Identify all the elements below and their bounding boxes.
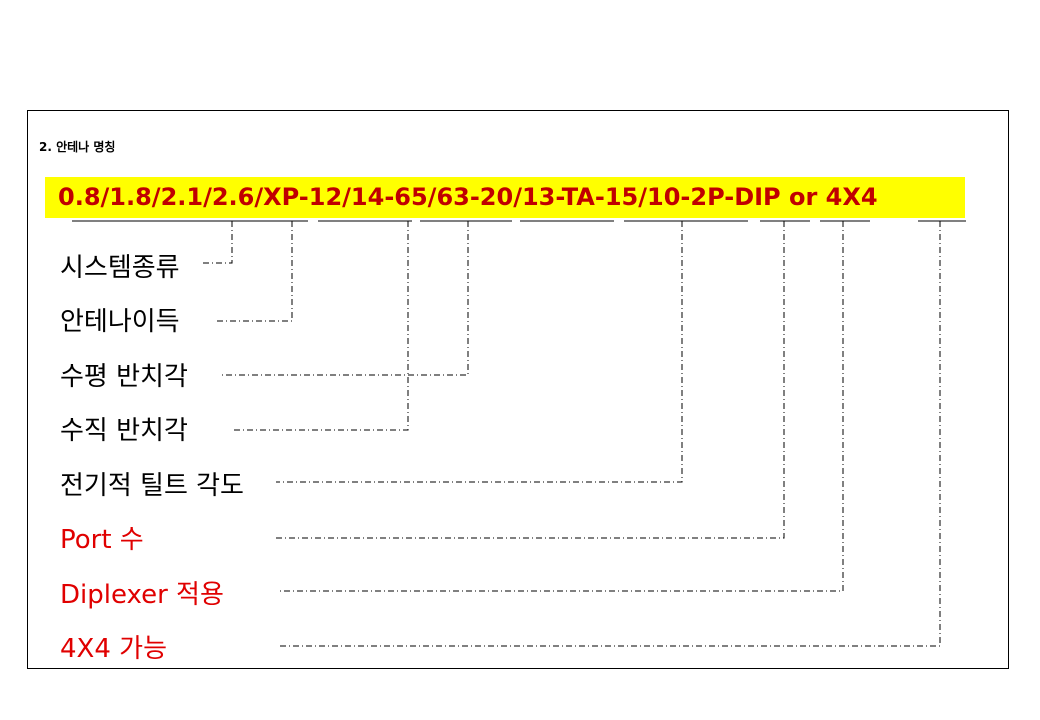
section-heading: 2. 안테나 명칭 <box>39 140 116 154</box>
model-code-highlight: 0.8/1.8/2.1/2.6/XP-12/14-65/63-20/13-TA-… <box>45 177 965 218</box>
connector-electrical-tilt <box>276 221 683 483</box>
connector-4x4 <box>278 221 941 647</box>
connector-system-type <box>202 221 233 264</box>
label-electrical-tilt: 전기적 틸트 각도 <box>60 471 244 501</box>
diagram-frame <box>27 110 1009 669</box>
label-vertical-beamwidth: 수직 반치각 <box>60 416 188 446</box>
label-horizontal-beamwidth: 수평 반치각 <box>60 362 188 392</box>
connector-port-count <box>276 221 785 539</box>
label-antenna-gain: 안테나이득 <box>60 307 180 337</box>
connector-vertical-beamwidth <box>232 221 409 431</box>
label-4x4: 4X4 가능 <box>60 634 168 664</box>
label-diplexer: Diplexer 적용 <box>60 580 224 610</box>
label-port-count: Port 수 <box>60 525 144 555</box>
connector-diplexer <box>278 221 844 592</box>
connector-antenna-gain <box>216 221 293 322</box>
label-system-type: 시스템종류 <box>60 253 180 283</box>
connector-horizontal-beamwidth <box>220 221 469 376</box>
